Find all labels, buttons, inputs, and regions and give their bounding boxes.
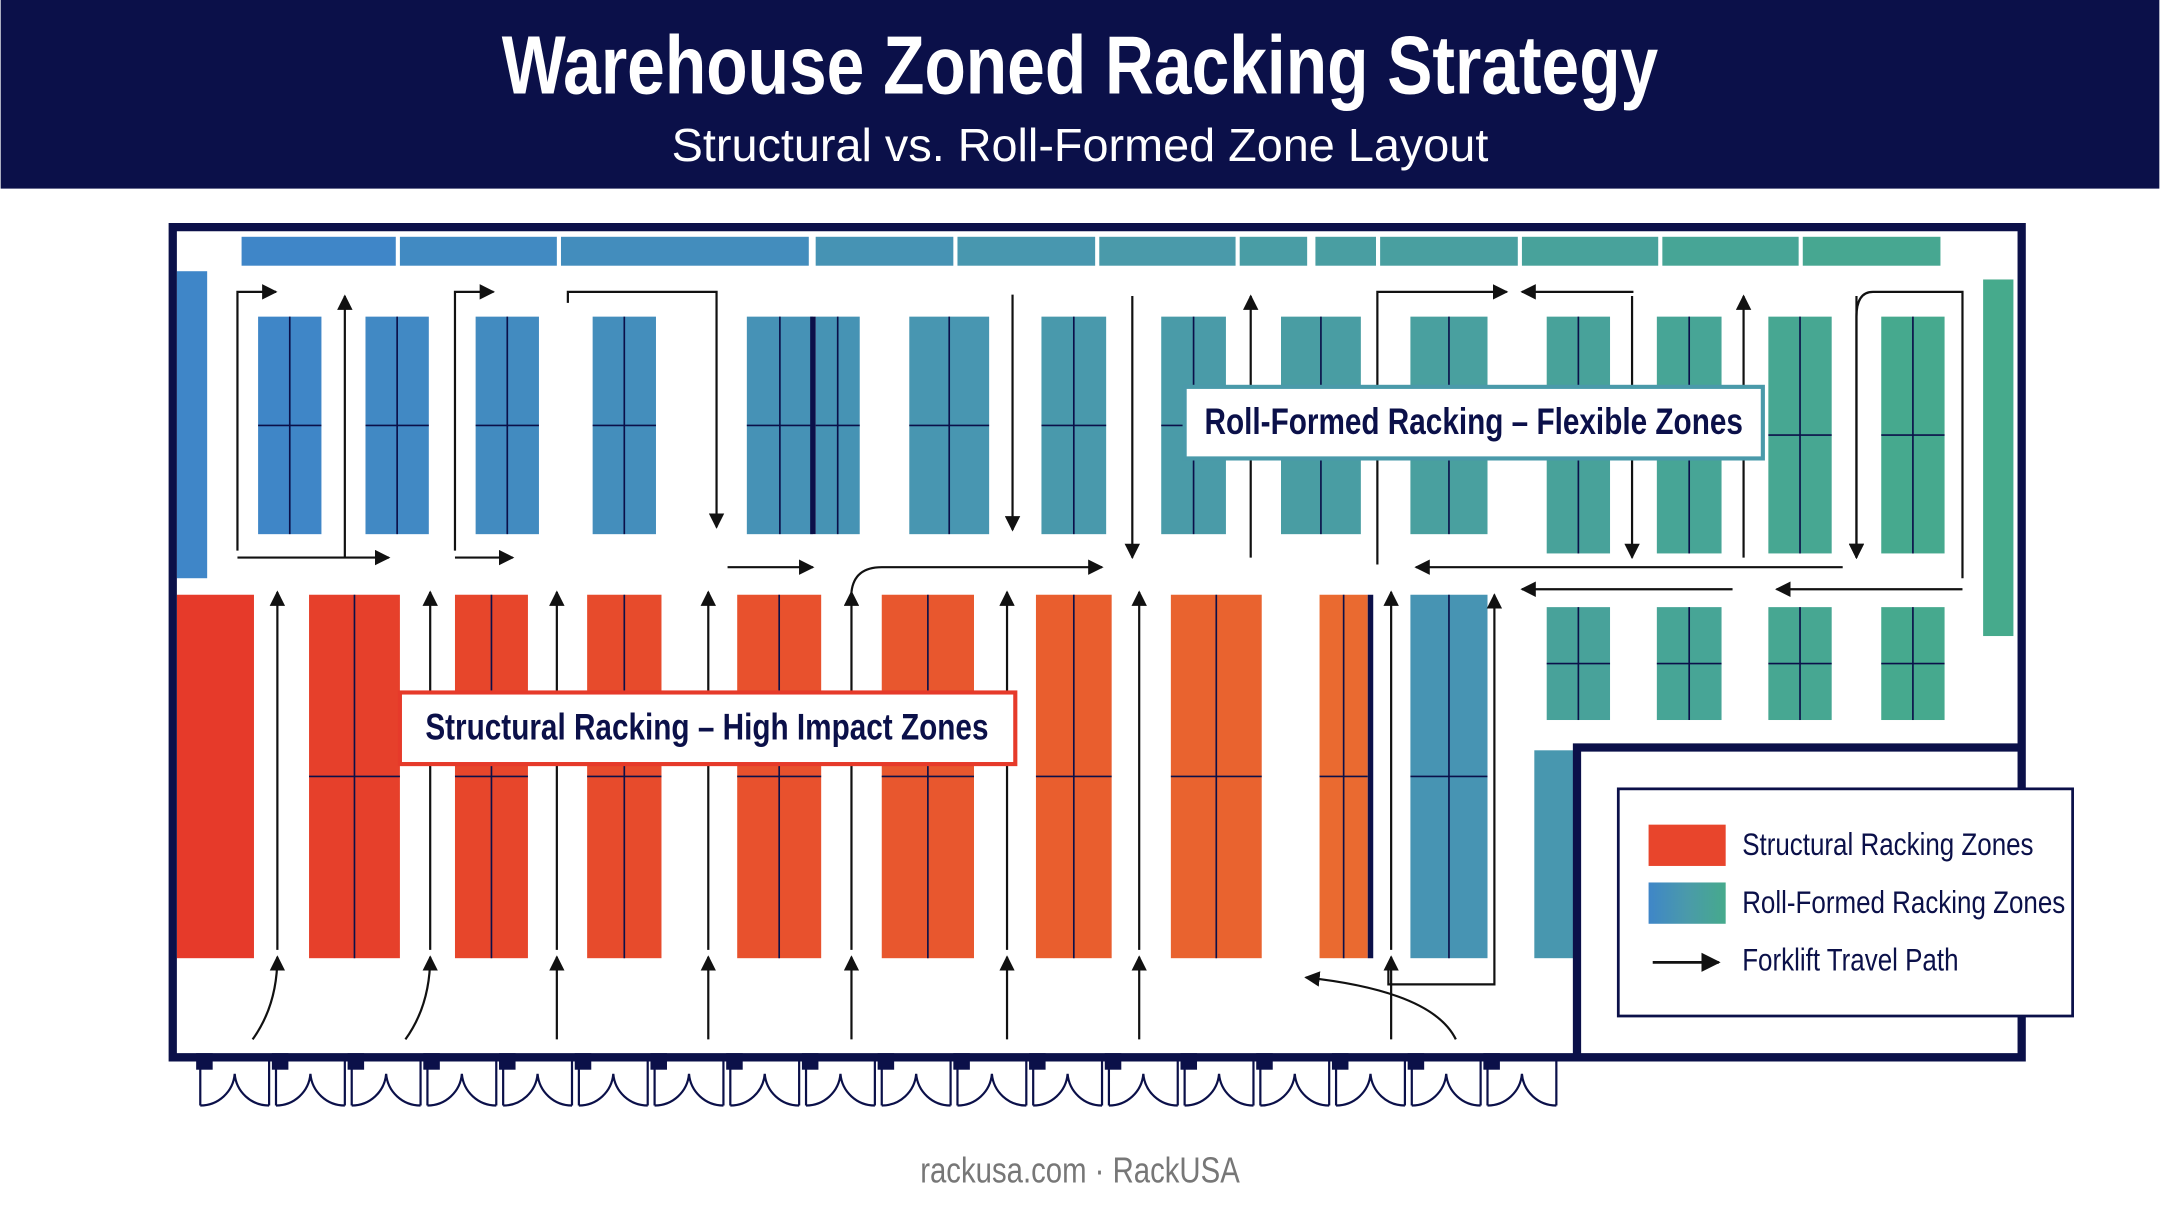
dock-door — [1486, 1057, 1558, 1107]
rack — [399, 236, 557, 266]
footer: rackusa.com · RackUSA — [920, 1150, 1240, 1190]
dock-door — [1334, 1057, 1407, 1107]
subtitle: Structural vs. Roll-Formed Zone Layout — [672, 119, 1489, 171]
rack — [1534, 750, 1577, 959]
rack — [957, 236, 1096, 266]
forklift-path — [850, 559, 1104, 593]
dock-door — [1259, 1057, 1331, 1107]
structural-label: Structural Racking – High Impact Zones — [425, 707, 988, 748]
building-wall — [168, 223, 2026, 1062]
dock-door — [1032, 1057, 1104, 1107]
dock-door — [653, 1057, 725, 1107]
forklift-path — [1304, 971, 1457, 1040]
legend-swatch — [1648, 882, 1726, 924]
legend-wall — [1572, 743, 2022, 1058]
dock-door — [729, 1057, 801, 1107]
roll-formed-label-box: Roll-Formed Racking – Flexible Zones — [1182, 384, 1765, 461]
forklift-path — [566, 290, 725, 529]
rack — [241, 236, 396, 266]
forklift-path — [251, 955, 286, 1041]
rack — [176, 594, 254, 959]
legend-label: Structural Racking Zones — [1742, 828, 2033, 863]
dock-door — [199, 1057, 271, 1107]
rack — [176, 271, 208, 579]
dock-door — [1410, 1057, 1482, 1107]
rack — [1239, 236, 1308, 266]
forklift-path — [404, 955, 438, 1041]
dock-door — [426, 1057, 498, 1107]
rack — [1099, 236, 1236, 266]
rack — [1380, 236, 1518, 266]
dock-door — [956, 1057, 1028, 1107]
legend: Structural Racking Zones Roll-Formed Rac… — [1616, 787, 2074, 1018]
forklift-path — [1376, 284, 1509, 565]
forklift-path — [1387, 593, 1503, 986]
rack — [560, 236, 809, 266]
structural-label-box: Structural Racking – High Impact Zones — [397, 690, 1018, 767]
legend-label: Roll-Formed Racking Zones — [1742, 886, 2065, 921]
rack — [815, 236, 954, 266]
dock-door — [502, 1057, 574, 1107]
legend-label: Forklift Travel Path — [1742, 943, 1958, 978]
rack — [1521, 236, 1659, 266]
legend-swatch — [1648, 824, 1726, 866]
roll-formed-label: Roll-Formed Racking – Flexible Zones — [1205, 402, 1743, 443]
header-bar — [0, 0, 2160, 189]
floor-plan — [176, 236, 2014, 1107]
rack — [1662, 236, 1799, 266]
title: Warehouse Zoned Racking Strategy — [502, 20, 1658, 112]
rack — [1983, 279, 2014, 637]
forklift-path — [236, 284, 278, 551]
dock-door — [1183, 1057, 1255, 1107]
rack — [1802, 236, 1941, 266]
dock-door — [274, 1057, 346, 1107]
dock-door — [577, 1057, 649, 1107]
dock-door — [804, 1057, 876, 1107]
forklift-path — [453, 284, 496, 551]
dock-door — [880, 1057, 952, 1107]
forklift-path — [1848, 290, 1964, 579]
rack — [1315, 236, 1376, 266]
dock-door — [1107, 1057, 1179, 1107]
dock-door — [350, 1057, 422, 1107]
